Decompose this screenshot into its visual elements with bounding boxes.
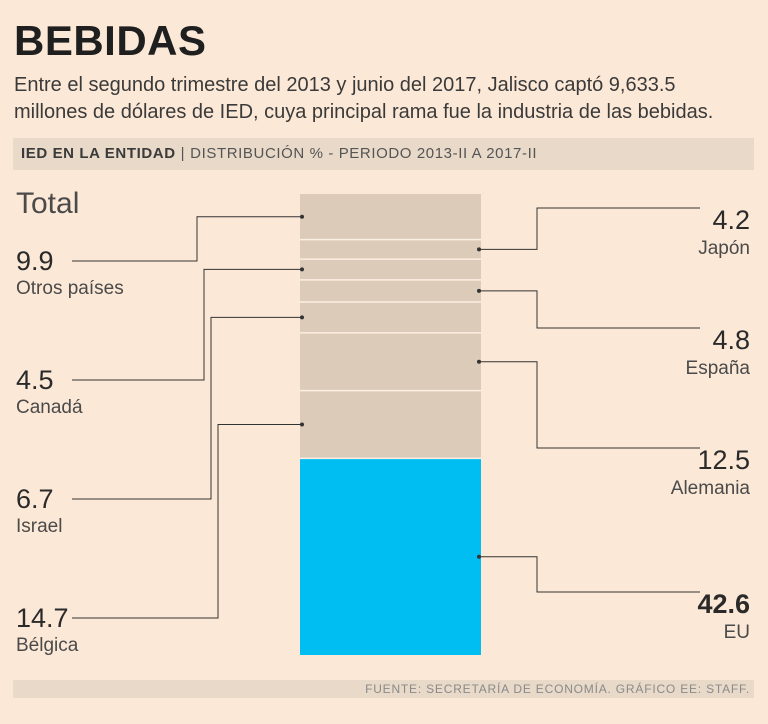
leader-line-belgica bbox=[72, 424, 302, 619]
leader-line-canada bbox=[72, 268, 302, 381]
leader-dot-otros-paises bbox=[300, 214, 304, 219]
band-separator: | bbox=[180, 145, 186, 162]
category-label-espana: España bbox=[686, 358, 751, 379]
leader-line-japon bbox=[479, 207, 700, 250]
bar-segment-alemania bbox=[300, 332, 481, 391]
category-label-canada: Canadá bbox=[16, 397, 83, 418]
value-label-alemania: 12.5 bbox=[697, 445, 750, 475]
value-label-canada: 4.5 bbox=[16, 365, 54, 395]
band-description: DISTRIBUCIÓN % - PERIODO 2013-II A 2017-… bbox=[190, 145, 538, 162]
value-label-japon: 4.2 bbox=[712, 205, 750, 235]
leader-line-alemania bbox=[479, 361, 700, 449]
leader-line-israel bbox=[72, 316, 302, 500]
bar-segment-belgica bbox=[300, 390, 481, 459]
leader-dot-eu bbox=[477, 554, 481, 559]
bar-dividers bbox=[300, 238, 481, 460]
value-label-espana: 4.8 bbox=[712, 325, 750, 355]
chart-title: BEBIDAS bbox=[14, 17, 207, 64]
leader-dot-japon bbox=[477, 247, 481, 252]
bar-segment-japon bbox=[300, 239, 481, 260]
leader-dot-canada bbox=[300, 267, 304, 272]
leader-dot-alemania bbox=[477, 359, 481, 364]
leader-line-eu bbox=[479, 556, 700, 593]
category-label-israel: Israel bbox=[16, 516, 62, 537]
value-label-otros-paises: 9.9 bbox=[16, 246, 54, 276]
category-label-japon: Japón bbox=[698, 238, 750, 259]
chart-subtitle: Entre el segundo trimestre del 2013 y ju… bbox=[14, 74, 714, 123]
bar-segments bbox=[300, 194, 481, 655]
source-note: FUENTE: SECRETARÍA DE ECONOMÍA. GRÁFICO … bbox=[365, 682, 750, 696]
value-label-belgica: 14.7 bbox=[16, 603, 69, 633]
category-label-belgica: Bélgica bbox=[16, 635, 79, 656]
leader-line-espana bbox=[479, 290, 700, 329]
section-band-text: IED EN LA ENTIDAD | DISTRIBUCIÓN % - PERIO… bbox=[21, 145, 537, 163]
value-label-israel: 6.7 bbox=[16, 484, 54, 514]
category-label-otros-paises: Otros países bbox=[16, 278, 124, 299]
leader-dot-belgica bbox=[300, 422, 304, 427]
bar-segment-israel bbox=[300, 301, 481, 333]
chart-total-label: Total bbox=[16, 187, 79, 220]
leader-lines bbox=[72, 207, 700, 619]
band-heading: IED EN LA ENTIDAD bbox=[21, 145, 176, 162]
footer-band: FUENTE: SECRETARÍA DE ECONOMÍA. GRÁFICO … bbox=[13, 680, 754, 698]
value-label-eu: 42.6 bbox=[697, 589, 750, 619]
section-band: IED EN LA ENTIDAD | DISTRIBUCIÓN % - PERIO… bbox=[13, 138, 754, 170]
leader-line-otros-paises bbox=[72, 216, 302, 262]
bar-segment-espana bbox=[300, 279, 481, 302]
category-label-eu: EU bbox=[724, 622, 750, 643]
leader-dot-israel bbox=[300, 315, 304, 320]
bar-segment-otros-paises bbox=[300, 194, 481, 240]
category-label-alemania: Alemania bbox=[671, 478, 751, 499]
bar-segment-canada bbox=[300, 259, 481, 280]
bar-segment-eu bbox=[300, 458, 481, 655]
leader-dot-espana bbox=[477, 288, 481, 293]
